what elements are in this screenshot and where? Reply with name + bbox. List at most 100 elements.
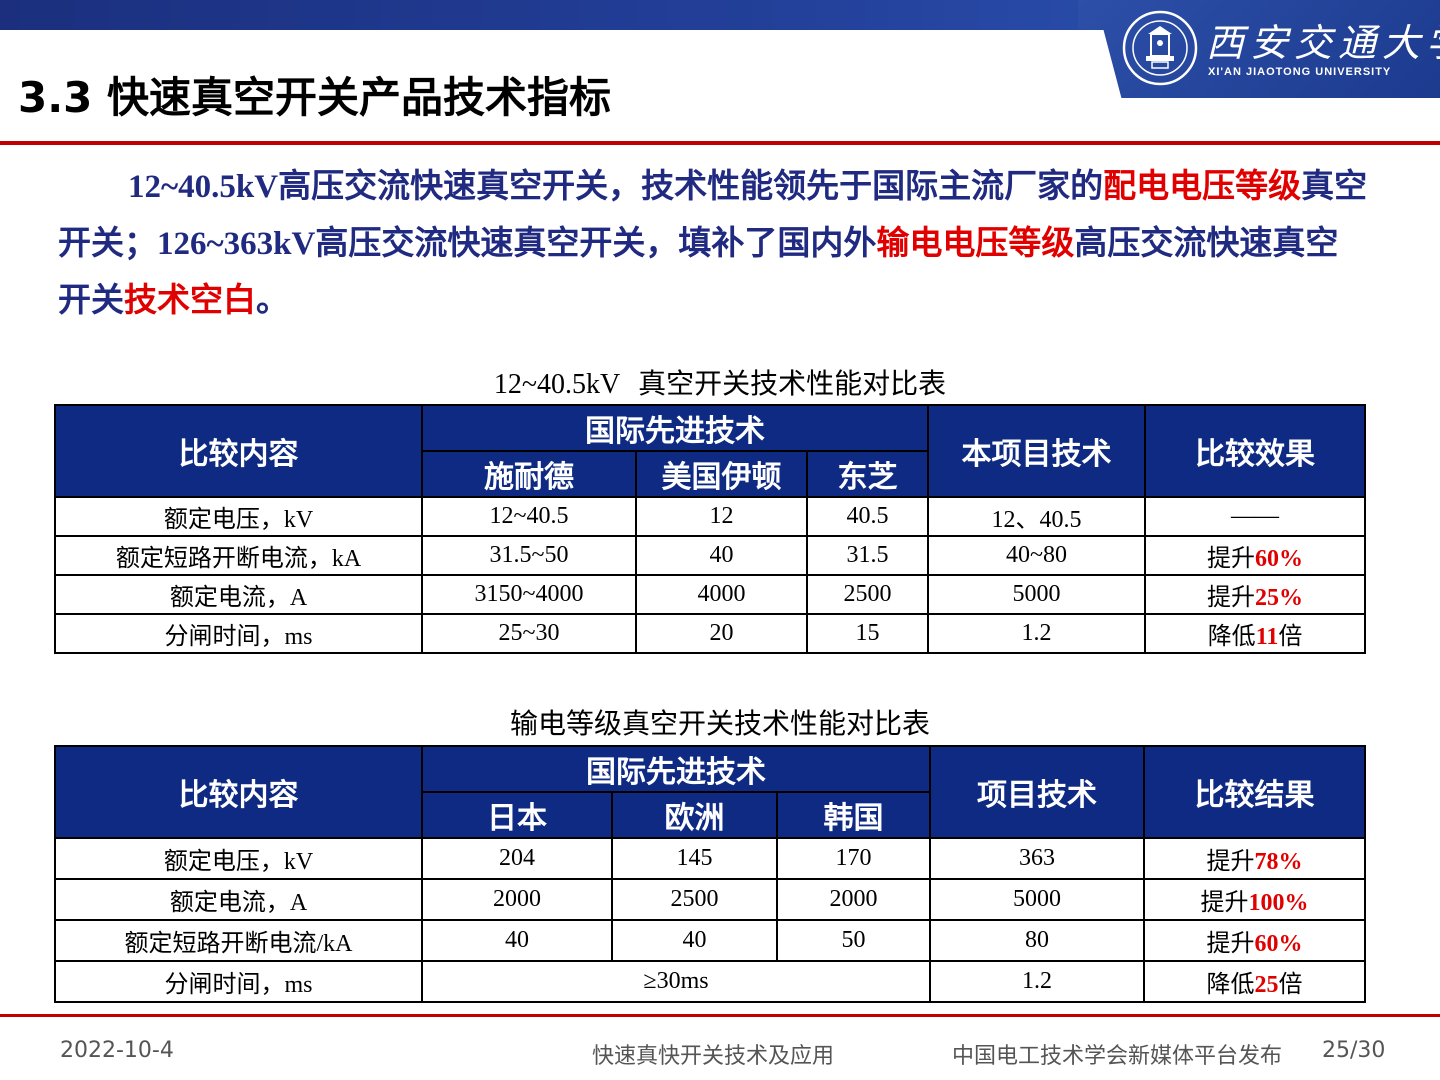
table-row: 额定电压，kV 12~40.5 12 40.5 12、40.5 —— [54, 496, 1367, 537]
cell-value: 40.5 [805, 496, 930, 537]
effect-prefix: 降低 [1207, 624, 1256, 650]
cell-effect: 提升100% [1143, 878, 1367, 921]
effect-value: 60% [1254, 931, 1303, 957]
cell-value: 40 [611, 919, 778, 962]
effect-value: 11 [1255, 624, 1279, 650]
intro-highlight-transmission: 输电电压等级 [876, 223, 1075, 262]
table-row: 额定短路开断电流/kA 40 40 50 80 提升60% [54, 919, 1367, 962]
cell-effect: 降低25倍 [1143, 960, 1367, 1003]
effect-prefix: 提升 [1200, 890, 1249, 916]
page-title: 3.3 快速真空开关产品技术指标 [18, 73, 612, 122]
table2-header-result: 比较结果 [1143, 745, 1367, 839]
cell-value: 12~40.5 [421, 496, 637, 537]
effect-prefix: 提升 [1207, 546, 1256, 572]
cell-value: 1.2 [929, 960, 1146, 1003]
intro-paragraph: 12~40.5kV高压交流快速真空开关，技术性能领先于国际主流厂家的配电电压等级… [58, 158, 1368, 327]
row-label: 分闸时间，ms [54, 613, 423, 654]
intro-highlight-distribution: 配电电压等级 [1103, 166, 1302, 205]
title-divider [0, 141, 1440, 145]
table1-header-eaton: 美国伊顿 [635, 450, 808, 498]
cell-value: 2500 [805, 574, 930, 615]
table-row: 分闸时间，ms ≥30ms 1.2 降低25倍 [54, 960, 1367, 1003]
cell-value: 145 [611, 837, 778, 880]
table2-header-intl: 国际先进技术 [420, 745, 932, 793]
cell-value: 363 [929, 837, 1146, 880]
effect-suffix: 倍 [1278, 624, 1303, 650]
row-label: 额定电流，A [54, 878, 423, 921]
table-row: 额定电流，A 2000 2500 2000 5000 提升100% [54, 878, 1367, 921]
footer-publisher: 中国电工技术学会新媒体平台发布 [952, 1044, 1283, 1069]
cell-effect: 提升60% [1143, 919, 1367, 962]
intro-text-end: 。 [256, 280, 289, 319]
transmission-comparison-table: 比较内容 国际先进技术 项目技术 比较结果 日本 欧洲 韩国 额定电压，kV 2… [54, 745, 1367, 1003]
cell-value: 4000 [635, 574, 808, 615]
row-label: 额定短路开断电流/kA [54, 919, 423, 962]
intro-text-3: 高压交流快速真空开关，填补了国内外 [315, 223, 877, 262]
logo-panel [1078, 0, 1440, 98]
university-name-en: XI'AN JIAOTONG UNIVERSITY [1208, 66, 1392, 78]
cell-effect: —— [1144, 496, 1367, 537]
cell-value: 25~30 [421, 613, 637, 654]
table1-caption-range: 12~40.5kV [493, 369, 621, 400]
cell-value: 20 [635, 613, 808, 654]
table-row: 额定电流，A 3150~4000 4000 2500 5000 提升25% [54, 574, 1367, 615]
row-label: 额定电压，kV [54, 837, 423, 880]
footer-title: 快速真快开关技术及应用 [592, 1044, 835, 1069]
cell-value: 12、40.5 [927, 496, 1147, 537]
university-seal-icon [1122, 10, 1198, 86]
row-label: 分闸时间，ms [54, 960, 423, 1003]
footer-page-number: 25/30 [1322, 1038, 1386, 1063]
intro-highlight-gap: 技术空白 [124, 280, 256, 319]
effect-prefix: 提升 [1206, 931, 1255, 957]
table1-header-toshiba: 东芝 [805, 450, 930, 498]
table1-caption-text: 真空开关技术性能对比表 [638, 367, 947, 400]
footer-date: 2022-10-4 [60, 1038, 174, 1063]
table-row: 额定短路开断电流，kA 31.5~50 40 31.5 40~80 提升60% [54, 535, 1367, 576]
cell-value: 15 [805, 613, 930, 654]
cell-value: 40 [635, 535, 808, 576]
cell-value: 204 [421, 837, 613, 880]
cell-value: 2000 [775, 878, 932, 921]
table1-header-content: 比较内容 [54, 404, 423, 498]
effect-suffix: 倍 [1278, 972, 1303, 998]
cell-value: 2000 [421, 878, 613, 921]
table2-header-content: 比较内容 [54, 745, 423, 839]
cell-value: 5000 [927, 574, 1147, 615]
table1-header-effect: 比较效果 [1144, 404, 1367, 498]
effect-prefix: 提升 [1207, 585, 1256, 611]
cell-merged-value: ≥30ms [420, 960, 932, 1003]
cell-value: 80 [929, 919, 1146, 962]
table-row: 额定电压，kV 204 145 170 363 提升78% [54, 837, 1367, 880]
intro-text-4: 高压交流快速真空开关 [58, 223, 1339, 319]
table2-header-korea: 韩国 [775, 791, 932, 839]
effect-prefix: 降低 [1206, 972, 1255, 998]
cell-value: 40~80 [927, 535, 1147, 576]
distribution-comparison-table: 比较内容 国际先进技术 本项目技术 比较效果 施耐德 美国伊顿 东芝 额定电压，… [54, 404, 1367, 654]
row-label: 额定电流，A [54, 574, 423, 615]
table2-header-project: 项目技术 [929, 745, 1146, 839]
intro-text-2: 真空开关； [58, 166, 1368, 262]
table1-header-project: 本项目技术 [927, 404, 1147, 498]
effect-value: 25 [1254, 972, 1279, 998]
cell-value: 5000 [929, 878, 1146, 921]
cell-value: 31.5 [805, 535, 930, 576]
cell-effect: 提升25% [1144, 574, 1367, 615]
effect-value: 78% [1254, 849, 1303, 875]
cell-value: 12 [635, 496, 808, 537]
university-name-cn: 西安交通大学 [1206, 21, 1440, 65]
cell-value: 31.5~50 [421, 535, 637, 576]
cell-effect: 提升78% [1143, 837, 1367, 880]
cell-value: 3150~4000 [421, 574, 637, 615]
table1-caption: 12~40.5kV 真空开关技术性能对比表 [0, 362, 1440, 402]
cell-effect: 降低11倍 [1144, 613, 1367, 654]
effect-value: 100% [1248, 890, 1309, 916]
cell-value: 40 [421, 919, 613, 962]
cell-value: 170 [775, 837, 932, 880]
table2-caption: 输电等级真空开关技术性能对比表 [509, 707, 930, 740]
row-label: 额定电压，kV [54, 496, 423, 537]
cell-effect: 提升60% [1144, 535, 1367, 576]
intro-range-transmission: 126~363kV [157, 226, 316, 262]
row-label: 额定短路开断电流，kA [54, 535, 423, 576]
table1-header-schneider: 施耐德 [421, 450, 637, 498]
effect-value: 25% [1255, 585, 1304, 611]
